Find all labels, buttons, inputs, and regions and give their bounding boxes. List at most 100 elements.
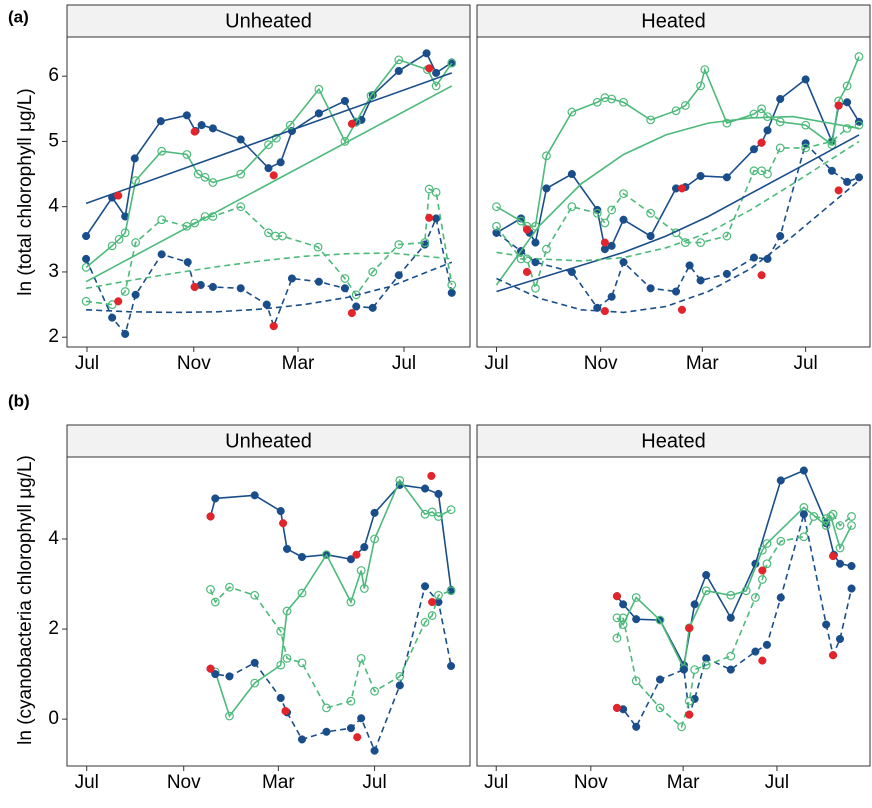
point [775, 117, 785, 127]
y-tick-label: 4 [48, 196, 59, 217]
point [827, 166, 836, 175]
point [762, 539, 772, 548]
point [607, 94, 617, 104]
point [425, 64, 434, 73]
point [356, 566, 366, 575]
point [131, 238, 141, 247]
point [424, 184, 434, 194]
point [600, 218, 610, 228]
point [809, 512, 819, 521]
series-line [616, 513, 853, 729]
point [854, 173, 864, 182]
series-line [85, 52, 453, 237]
point [726, 651, 736, 661]
plot-area [476, 456, 871, 767]
point [427, 611, 437, 620]
point [340, 96, 349, 106]
y-tick-label: 5 [48, 130, 59, 151]
point [854, 120, 864, 130]
point [722, 231, 732, 241]
point [282, 606, 292, 616]
y-tick-label: 4 [48, 528, 59, 549]
point [131, 176, 141, 185]
point [835, 521, 845, 530]
point [835, 543, 845, 553]
point [208, 282, 217, 292]
point [432, 214, 441, 223]
y-axis-label: ln (total chlorophyll μg/L) [15, 88, 36, 295]
y-tick-label: 3 [48, 261, 59, 282]
point [347, 309, 356, 318]
point [531, 238, 540, 247]
point [696, 171, 705, 181]
point [236, 135, 245, 144]
point [183, 258, 192, 267]
point [434, 512, 443, 521]
point [182, 111, 191, 120]
x-tick-label: Jul [765, 772, 789, 793]
point [607, 241, 616, 250]
point [827, 140, 837, 150]
point [322, 550, 331, 560]
point [799, 466, 808, 475]
point [757, 271, 766, 280]
point [427, 507, 437, 517]
series-line [209, 584, 452, 753]
point [279, 519, 288, 528]
point [631, 676, 641, 686]
point [677, 305, 687, 314]
point [210, 597, 220, 607]
point [314, 277, 323, 286]
point [685, 710, 694, 719]
point [847, 521, 856, 530]
point [702, 654, 711, 663]
point [751, 647, 760, 656]
fit-line [85, 85, 453, 283]
series-line [209, 484, 452, 591]
point [671, 106, 681, 116]
point [250, 678, 260, 688]
point [287, 274, 297, 283]
point [340, 284, 349, 293]
point [567, 202, 577, 212]
point [821, 521, 831, 530]
point [236, 169, 246, 179]
point [276, 626, 286, 636]
series-line [495, 124, 860, 292]
point [842, 81, 852, 91]
point [313, 242, 323, 252]
point [340, 274, 350, 283]
point [567, 170, 576, 179]
point [130, 154, 139, 163]
point [431, 187, 441, 197]
point [631, 593, 641, 602]
panel-title: Heated [641, 10, 706, 32]
point [395, 681, 404, 690]
point [211, 494, 220, 503]
point [432, 68, 441, 77]
point [190, 127, 199, 136]
x-tick-label: Mar [667, 772, 700, 793]
point [420, 582, 430, 591]
point [763, 254, 772, 263]
point [701, 660, 711, 670]
series-line [209, 586, 452, 709]
fit-line [496, 140, 860, 262]
point [749, 253, 759, 262]
point [600, 307, 609, 316]
point [82, 232, 91, 241]
point [842, 123, 852, 133]
y-tick-label: 6 [48, 65, 59, 86]
point [632, 722, 641, 731]
point [236, 202, 246, 212]
point [757, 104, 766, 114]
point [81, 262, 91, 272]
point [799, 510, 808, 519]
point [726, 590, 736, 600]
y-tick-label: 0 [48, 708, 59, 729]
fit-line [496, 134, 860, 293]
point [120, 228, 130, 238]
point [156, 117, 165, 126]
point [600, 238, 609, 247]
